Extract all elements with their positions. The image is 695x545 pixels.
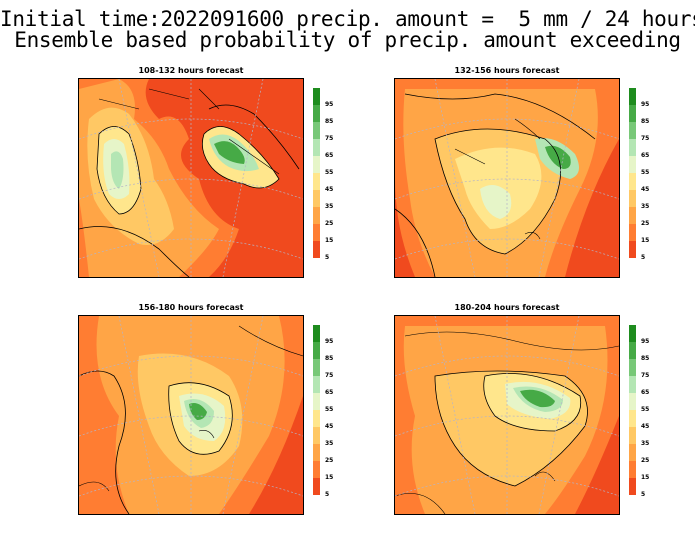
- probability-map: [78, 78, 304, 278]
- legend-swatch: [313, 359, 320, 376]
- legend-label: 45: [325, 186, 334, 193]
- legend-swatch: [629, 342, 636, 359]
- panel-title: 108-132 hours forecast: [138, 66, 244, 75]
- legend-swatch: [629, 207, 636, 224]
- probability-map: [394, 315, 620, 515]
- legend-swatch: [313, 105, 320, 122]
- legend-label: 95: [641, 101, 650, 108]
- legend-label: 95: [641, 338, 650, 345]
- legend-swatch: [629, 224, 636, 241]
- legend-label: 15: [325, 474, 334, 481]
- legend-label: 75: [641, 135, 650, 142]
- legend-label: 55: [641, 406, 650, 413]
- color-legend: 95 85 75 65 55 45 35 25 15 5: [313, 88, 353, 261]
- forecast-panel-3: 156-180 hours forecast: [78, 303, 368, 523]
- legend-swatch: [629, 359, 636, 376]
- legend-label: 5: [325, 491, 330, 498]
- legend-swatch: [313, 461, 320, 478]
- legend-label: 35: [641, 203, 650, 210]
- legend-swatch: [313, 325, 320, 342]
- legend-label: 25: [641, 457, 650, 464]
- legend-swatch: [629, 241, 636, 258]
- legend-label: 5: [641, 254, 646, 261]
- legend-label: 45: [641, 423, 650, 430]
- forecast-panel-2: 132-156 hours forecast: [394, 66, 684, 286]
- legend-swatch: [629, 478, 636, 495]
- legend-swatch: [629, 325, 636, 342]
- legend-swatch: [313, 122, 320, 139]
- legend-label: 95: [325, 338, 334, 345]
- forecast-panel-1: 108-132 hours forecast: [78, 66, 368, 286]
- legend-label: 25: [641, 220, 650, 227]
- legend-label: 95: [325, 101, 334, 108]
- color-legend: 95 85 75 65 55 45 35 25 15 5: [313, 325, 353, 498]
- legend-label: 15: [325, 237, 334, 244]
- legend-swatch: [313, 190, 320, 207]
- legend-swatch: [629, 427, 636, 444]
- legend-label: 5: [641, 491, 646, 498]
- legend-swatch: [313, 173, 320, 190]
- legend-label: 65: [641, 152, 650, 159]
- panel-title: 156-180 hours forecast: [138, 303, 244, 312]
- legend-swatch: [313, 427, 320, 444]
- legend-swatch: [313, 139, 320, 156]
- legend-swatch: [629, 88, 636, 105]
- legend-swatch: [629, 139, 636, 156]
- title-line-2: Ensemble based probability of precip. am…: [14, 28, 681, 52]
- legend-swatch: [629, 444, 636, 461]
- legend-label: 35: [325, 440, 334, 447]
- forecast-panel-4: 180-204 hours forecast: [394, 303, 684, 523]
- legend-label: 45: [325, 423, 334, 430]
- legend-label: 35: [641, 440, 650, 447]
- legend-label: 25: [325, 220, 334, 227]
- legend-label: 85: [641, 355, 650, 362]
- legend-swatch: [629, 173, 636, 190]
- panel-title: 132-156 hours forecast: [454, 66, 560, 75]
- legend-label: 65: [641, 389, 650, 396]
- color-legend: 95 85 75 65 55 45 35 25 15 5: [629, 325, 669, 498]
- legend-swatch: [629, 105, 636, 122]
- legend-label: 55: [325, 406, 334, 413]
- legend-label: 75: [325, 135, 334, 142]
- legend-swatch: [313, 342, 320, 359]
- legend-label: 55: [325, 169, 334, 176]
- color-legend: 95 85 75 65 55 45 35 25 15 5: [629, 88, 669, 261]
- legend-label: 75: [325, 372, 334, 379]
- legend-label: 15: [641, 237, 650, 244]
- legend-swatch: [313, 393, 320, 410]
- legend-swatch: [313, 376, 320, 393]
- legend-label: 65: [325, 389, 334, 396]
- legend-swatch: [313, 241, 320, 258]
- legend-swatch: [313, 444, 320, 461]
- title-line-1: Initial time:2022091600 precip. amount =…: [0, 7, 695, 31]
- legend-label: 25: [325, 457, 334, 464]
- legend-label: 85: [325, 355, 334, 362]
- legend-swatch: [629, 156, 636, 173]
- legend-swatch: [313, 207, 320, 224]
- legend-label: 55: [641, 169, 650, 176]
- legend-swatch: [313, 478, 320, 495]
- legend-label: 35: [325, 203, 334, 210]
- legend-label: 85: [641, 118, 650, 125]
- legend-label: 5: [325, 254, 330, 261]
- legend-swatch: [313, 224, 320, 241]
- legend-label: 45: [641, 186, 650, 193]
- legend-swatch: [313, 410, 320, 427]
- legend-swatch: [629, 190, 636, 207]
- probability-map: [394, 78, 620, 278]
- legend-swatch: [629, 122, 636, 139]
- legend-label: 65: [325, 152, 334, 159]
- legend-swatch: [313, 88, 320, 105]
- legend-swatch: [629, 461, 636, 478]
- legend-swatch: [629, 393, 636, 410]
- panel-title: 180-204 hours forecast: [454, 303, 560, 312]
- legend-label: 85: [325, 118, 334, 125]
- legend-swatch: [313, 156, 320, 173]
- legend-swatch: [629, 376, 636, 393]
- legend-label: 75: [641, 372, 650, 379]
- legend-label: 15: [641, 474, 650, 481]
- legend-swatch: [629, 410, 636, 427]
- probability-map: [78, 315, 304, 515]
